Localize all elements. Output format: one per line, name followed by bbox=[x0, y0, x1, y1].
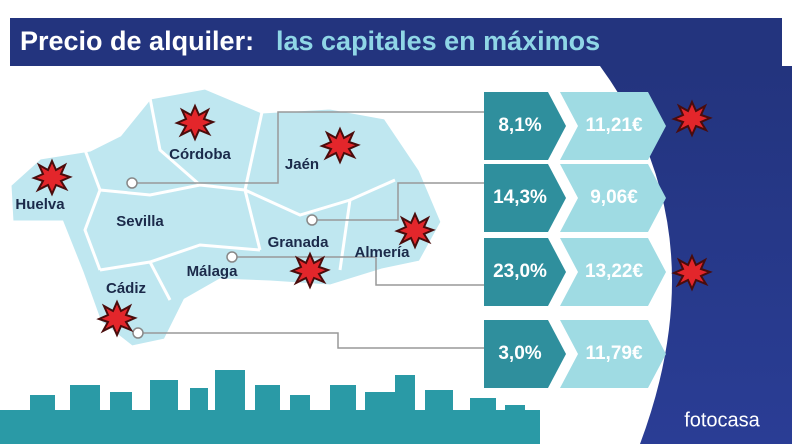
province-label: Almería bbox=[354, 244, 410, 261]
price-box bbox=[560, 92, 666, 160]
change: 14,3% bbox=[493, 187, 547, 208]
change: 8,1% bbox=[498, 115, 541, 136]
title: Precio de alquiler: bbox=[20, 26, 254, 56]
price: 9,06€ bbox=[590, 187, 638, 208]
change-box bbox=[484, 164, 566, 232]
leader-lines bbox=[132, 111, 484, 349]
blue-panel bbox=[600, 66, 792, 444]
price-box bbox=[560, 164, 666, 232]
price-box bbox=[560, 320, 666, 388]
change-box bbox=[484, 320, 566, 388]
city-dots bbox=[126, 177, 318, 339]
title-bar bbox=[10, 18, 782, 66]
change: 23,0% bbox=[493, 261, 547, 282]
change: 3,0% bbox=[498, 343, 541, 364]
province-label: Sevilla bbox=[116, 213, 164, 230]
province-label: Córdoba bbox=[169, 146, 231, 163]
province-label: Málaga bbox=[187, 263, 239, 280]
brand: fotocasa bbox=[684, 409, 760, 431]
title-highlight: las capitales en máximos bbox=[276, 26, 600, 56]
price: 11,21€ bbox=[585, 115, 642, 136]
change-box bbox=[484, 92, 566, 160]
price: 13,22€ bbox=[585, 261, 644, 282]
price: 11,79€ bbox=[585, 343, 642, 364]
change-box bbox=[484, 238, 566, 306]
province-label: Cádiz bbox=[106, 280, 146, 297]
skyline bbox=[0, 370, 540, 444]
province-label: Huelva bbox=[15, 196, 65, 213]
province-label: Granada bbox=[268, 234, 330, 251]
price-box bbox=[560, 238, 666, 306]
province-label: Jaén bbox=[285, 156, 319, 173]
